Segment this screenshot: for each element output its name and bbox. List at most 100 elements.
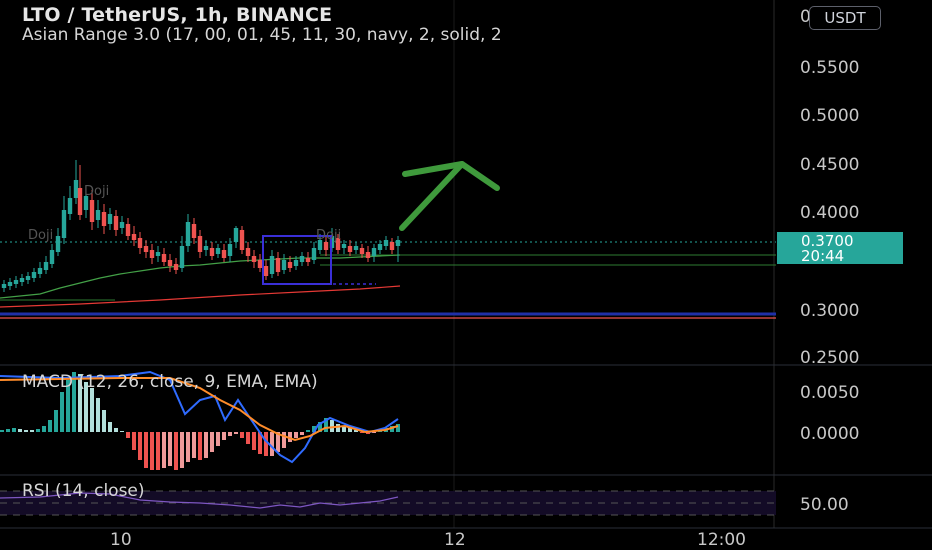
candle-body [221, 250, 227, 258]
candle-body [365, 252, 371, 258]
macd-histogram-bar [246, 432, 250, 444]
macd-histogram-bar [324, 418, 328, 432]
macd-histogram-bar [48, 420, 52, 432]
price-scale-label: 0.4000 [800, 203, 859, 223]
macd-histogram-bar [336, 424, 340, 432]
candle-body [131, 234, 137, 240]
macd-legend[interactable]: MACD (12, 26, close, 9, EMA, EMA) [22, 372, 318, 392]
macd-scale-label: 0.0050 [800, 383, 859, 403]
candle-body [383, 240, 389, 246]
candle-body [83, 196, 89, 210]
candle-body [7, 282, 13, 286]
macd-histogram-bar [252, 432, 256, 450]
macd-histogram-bar [54, 410, 58, 432]
arrow-head [402, 161, 500, 191]
candle-body [113, 216, 119, 230]
macd-histogram-bar [6, 429, 10, 432]
candle-body [191, 224, 197, 238]
candle-body [137, 238, 143, 248]
price-scale-label: 0.3000 [800, 301, 859, 321]
candle-body [299, 256, 305, 262]
candle-body [25, 276, 31, 280]
candle-body [1, 284, 7, 288]
macd-histogram-bar [372, 432, 376, 433]
signal-line [0, 377, 399, 442]
time-axis-label: 10 [110, 530, 132, 550]
candle-body [37, 268, 43, 274]
doji-label: Doji [84, 184, 109, 199]
macd-histogram-bar [132, 432, 136, 450]
macd-histogram-bar [108, 422, 112, 432]
candle-body [215, 248, 221, 254]
candle-body [311, 248, 317, 260]
price-scale-label: 0.2500 [800, 348, 859, 368]
candle-body [293, 260, 299, 266]
price-scale-label: 0.5000 [800, 106, 859, 126]
candle-body [389, 242, 395, 250]
candle-body [49, 250, 55, 264]
candle-body [185, 222, 191, 246]
macd-histogram-bar [114, 428, 118, 432]
macd-histogram-bar [138, 432, 142, 460]
macd-histogram-bar [78, 374, 82, 432]
macd-histogram-bar [330, 420, 334, 432]
macd-histogram-bar [150, 432, 154, 470]
candle-body [67, 198, 73, 214]
candlestick-series[interactable] [1, 160, 401, 292]
macd-histogram-bar [216, 432, 220, 446]
macd-scale-label: 0.0000 [800, 424, 859, 444]
price-scale-label: 0.5500 [800, 58, 859, 78]
candle-body [359, 248, 365, 254]
candle-body [257, 260, 263, 268]
moving-average-green [0, 254, 401, 299]
candle-body [161, 254, 167, 262]
rsi-band [0, 491, 776, 515]
rsi-legend[interactable]: RSI (14, close) [22, 481, 145, 501]
candle-body [281, 260, 287, 270]
candle-body [353, 246, 359, 250]
candle-body [125, 224, 131, 236]
candle-body [347, 246, 353, 252]
candle-body [317, 240, 323, 250]
macd-histogram-bar [264, 432, 268, 456]
macd-histogram [0, 372, 400, 470]
candle-body [209, 248, 215, 256]
symbol-title[interactable]: LTO / TetherUS, 1h, BINANCE [22, 4, 333, 26]
rsi-scale-label: 50.00 [800, 495, 849, 515]
macd-histogram-bar [210, 432, 214, 452]
moving-average-red [0, 285, 401, 308]
time-axis-label: 12:00 [697, 530, 746, 550]
macd-histogram-bar [390, 426, 394, 432]
macd-histogram-bar [240, 432, 244, 438]
macd-histogram-bar [312, 426, 316, 432]
candle-body [245, 248, 251, 256]
macd-histogram-bar [84, 382, 88, 432]
macd-histogram-bar [258, 432, 262, 454]
macd-histogram-bar [234, 432, 238, 434]
indicator-legend[interactable]: Asian Range 3.0 (17, 00, 01, 45, 11, 30,… [22, 25, 502, 45]
doji-label: Doji [28, 228, 53, 243]
candle-body [275, 258, 281, 272]
macd-histogram-bar [294, 432, 298, 438]
macd-histogram-bar [42, 426, 46, 432]
macd-histogram-bar [90, 388, 94, 432]
candle-body [143, 246, 149, 252]
macd-histogram-bar [228, 432, 232, 436]
macd-histogram-bar [102, 410, 106, 432]
candle-body [377, 244, 383, 250]
candle-body [395, 240, 401, 246]
candle-body [155, 252, 161, 256]
asian-range-box[interactable] [262, 235, 332, 285]
candle-body [371, 248, 377, 256]
macd-histogram-bar [198, 432, 202, 460]
candle-body [77, 188, 83, 215]
macd-histogram-bar [36, 429, 40, 432]
candle-body [263, 266, 269, 276]
currency-button[interactable]: USDT [809, 6, 881, 30]
trend-arrow-drawing[interactable] [399, 161, 465, 231]
candle-body [335, 238, 341, 250]
candle-body [251, 256, 257, 262]
candle-body [55, 236, 61, 252]
macd-histogram-bar [18, 429, 22, 432]
